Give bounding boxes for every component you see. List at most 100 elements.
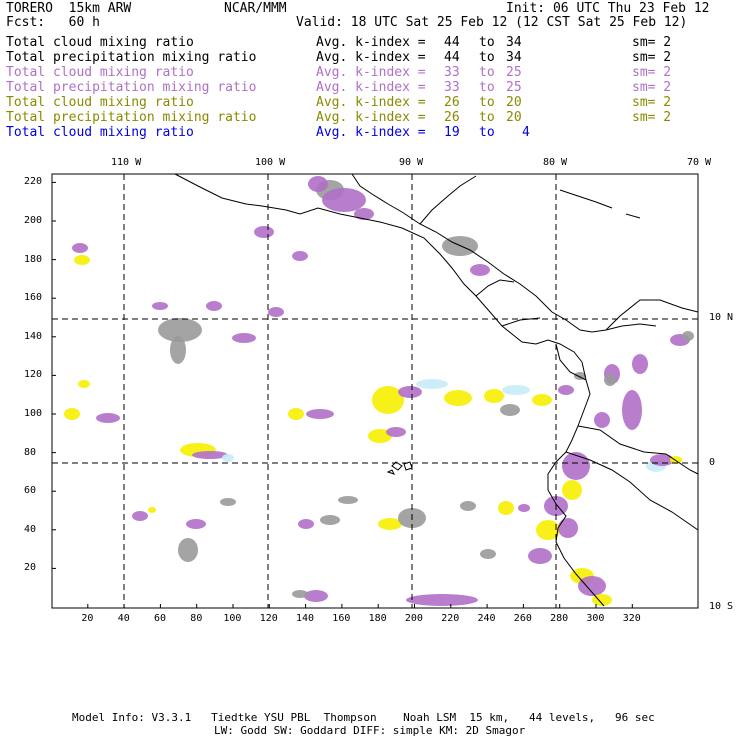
purple-cloud-area (304, 590, 328, 602)
legend-kindex-to: 34 (506, 35, 522, 50)
legend-field-name: Total cloud mixing ratio (6, 35, 194, 50)
purple-cloud-area (132, 511, 148, 521)
purple-cloud-area (578, 576, 606, 596)
coastline-path (555, 343, 587, 381)
purple-cloud-area (558, 518, 578, 538)
x-tick-label: 80 (190, 613, 203, 624)
legend-kindex-label: Avg. k-index = (316, 50, 426, 65)
purple-cloud-area (632, 354, 648, 374)
gray-cloud-area (500, 404, 520, 416)
yellow-cloud-area (498, 501, 514, 515)
coastline-path (475, 279, 515, 297)
legend-kindex-label: Avg. k-index = (316, 35, 426, 50)
coastline-path (577, 425, 699, 475)
legend-kindex-label: Avg. k-index = (316, 110, 426, 125)
legend-field-name: Total cloud mixing ratio (6, 95, 194, 110)
gray-cloud-area (178, 538, 198, 562)
longitude-label: 110 W (111, 157, 142, 168)
yellow-cloud-area (592, 594, 612, 606)
purple-cloud-area (528, 548, 552, 564)
legend-kindex-from: 33 (444, 65, 460, 80)
purple-cloud-area (292, 251, 308, 261)
purple-cloud-area (386, 427, 406, 437)
x-tick-label: 60 (154, 613, 167, 624)
yellow-cloud-area (484, 389, 504, 403)
yellow-cloud-area (368, 429, 392, 443)
yellow-cloud-area (74, 255, 90, 265)
purple-cloud-area (254, 226, 274, 238)
yellow-cloud-area (64, 408, 80, 420)
x-tick-label: 140 (296, 613, 315, 624)
coastline-path (559, 189, 613, 209)
purple-cloud-area (354, 208, 374, 220)
plot-frame (51, 173, 699, 609)
longitude-label: 80 W (543, 157, 568, 168)
y-tick-label: 180 (24, 253, 43, 265)
legend-kindex-to-word: to (479, 35, 495, 50)
legend-kindex-label: Avg. k-index = (316, 125, 426, 140)
header-init-time: Init: 06 UTC Thu 23 Feb 12 (506, 1, 710, 16)
gray-cloud-area (682, 331, 694, 341)
legend-kindex-from: 26 (444, 95, 460, 110)
y-tick-label: 100 (24, 408, 43, 419)
coastline-path (605, 299, 699, 331)
x-tick-label: 120 (259, 613, 278, 624)
coastline-path (174, 173, 583, 363)
y-tick-label: 120 (24, 369, 43, 381)
legend-kindex-to-word: to (479, 95, 495, 110)
legend-smoothing: sm= 2 (632, 110, 672, 125)
legend-kindex-from: 19 (444, 125, 460, 140)
header-model-name: TORERO 15km ARW (6, 1, 132, 16)
legend-field-name: Total precipitation mixing ratio (6, 80, 257, 95)
legend-kindex-to: 25 (506, 80, 522, 95)
yellow-cloud-area (148, 507, 156, 513)
y-tick-label: 20 (24, 562, 37, 574)
footer-physics-info: LW: Godd SW: Goddard DIFF: simple KM: 2D… (214, 724, 526, 737)
yellow-cloud-area (288, 408, 304, 420)
purple-cloud-area (96, 413, 120, 423)
gray-cloud-area (460, 501, 476, 511)
x-tick-label: 40 (117, 613, 130, 624)
y-tick-label: 40 (24, 523, 37, 535)
x-tick-label: 220 (441, 613, 460, 624)
x-tick-label: 240 (477, 613, 496, 624)
yellow-cloud-area (562, 480, 582, 500)
legend-kindex-from: 44 (444, 50, 460, 65)
x-tick-label: 280 (550, 613, 569, 624)
purple-cloud-area (306, 409, 334, 419)
gray-cloud-area (480, 549, 496, 559)
cyan-cloud-area (502, 385, 530, 395)
purple-cloud-area (268, 307, 284, 317)
legend-kindex-to: 20 (506, 95, 522, 110)
legend-kindex-label: Avg. k-index = (316, 95, 426, 110)
purple-cloud-area (470, 264, 490, 276)
purple-cloud-area (206, 301, 222, 311)
lat-lon-grid (52, 174, 698, 608)
header-institution: NCAR/MMM (224, 1, 287, 16)
legend-kindex-to: 34 (506, 50, 522, 65)
x-tick-label: 100 (223, 613, 242, 624)
purple-cloud-area (398, 386, 422, 398)
longitude-label: 90 W (399, 157, 424, 168)
x-tick-label: 20 (81, 613, 94, 624)
yellow-cloud-area (532, 394, 552, 406)
y-tick-label: 60 (24, 485, 37, 497)
y-tick-label: 160 (24, 292, 43, 304)
purple-cloud-area (298, 519, 314, 529)
gray-cloud-area (158, 318, 202, 342)
coastlines (174, 173, 699, 607)
purple-cloud-area (72, 243, 88, 253)
footer-model-info: Model Info: V3.3.1 Tiedtke YSU PBL Thomp… (72, 711, 655, 724)
legend-field-name: Total precipitation mixing ratio (6, 50, 257, 65)
header-valid-time: Valid: 18 UTC Sat 25 Feb 12 (12 CST Sat … (296, 15, 688, 30)
legend-field-name: Total cloud mixing ratio (6, 65, 194, 80)
legend-kindex-to-word: to (479, 65, 495, 80)
coastline-path (351, 173, 657, 333)
cyan-cloud-area (416, 379, 448, 389)
latitude-label: 10 N (709, 312, 734, 323)
gray-cloud-area (292, 590, 308, 598)
yellow-cloud-area (670, 456, 682, 464)
legend-field-name: Total cloud mixing ratio (6, 125, 194, 140)
legend-kindex-to-word: to (479, 110, 495, 125)
